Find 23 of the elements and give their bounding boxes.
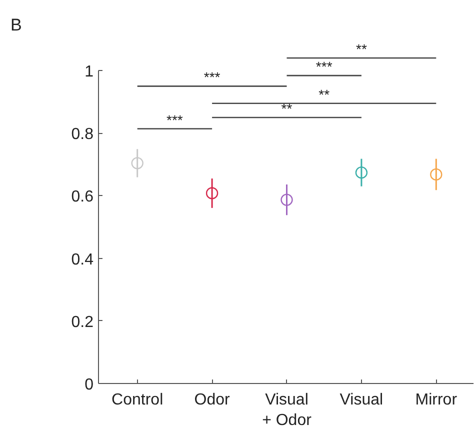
x-tick-label: Odor bbox=[194, 392, 231, 408]
annotation: ** bbox=[318, 86, 330, 102]
annotation: *** bbox=[316, 58, 333, 75]
x-tick-label: Visual + Odor bbox=[262, 392, 312, 429]
y-tick-label: 0.4 bbox=[71, 251, 94, 268]
point bbox=[280, 194, 293, 206]
x-tick-label: Visual bbox=[340, 392, 384, 408]
point bbox=[430, 168, 442, 181]
x-tick-label: Mirror bbox=[415, 392, 458, 408]
y-tick-label: 0.2 bbox=[71, 314, 94, 331]
annotation: *** bbox=[166, 112, 184, 128]
y-tick-label: 0.8 bbox=[71, 126, 94, 144]
annotation: *** bbox=[204, 69, 221, 86]
text: B bbox=[10, 16, 22, 34]
y-tick-label: 0.6 bbox=[71, 188, 94, 206]
point bbox=[355, 166, 368, 179]
point bbox=[131, 157, 144, 170]
point bbox=[206, 187, 218, 200]
y-tick-label: 1 bbox=[84, 64, 94, 81]
x-tick-label: Control bbox=[112, 392, 164, 408]
annotation: ** bbox=[281, 100, 293, 116]
text: ** bbox=[356, 41, 368, 58]
y-tick-label: 0 bbox=[84, 376, 94, 394]
